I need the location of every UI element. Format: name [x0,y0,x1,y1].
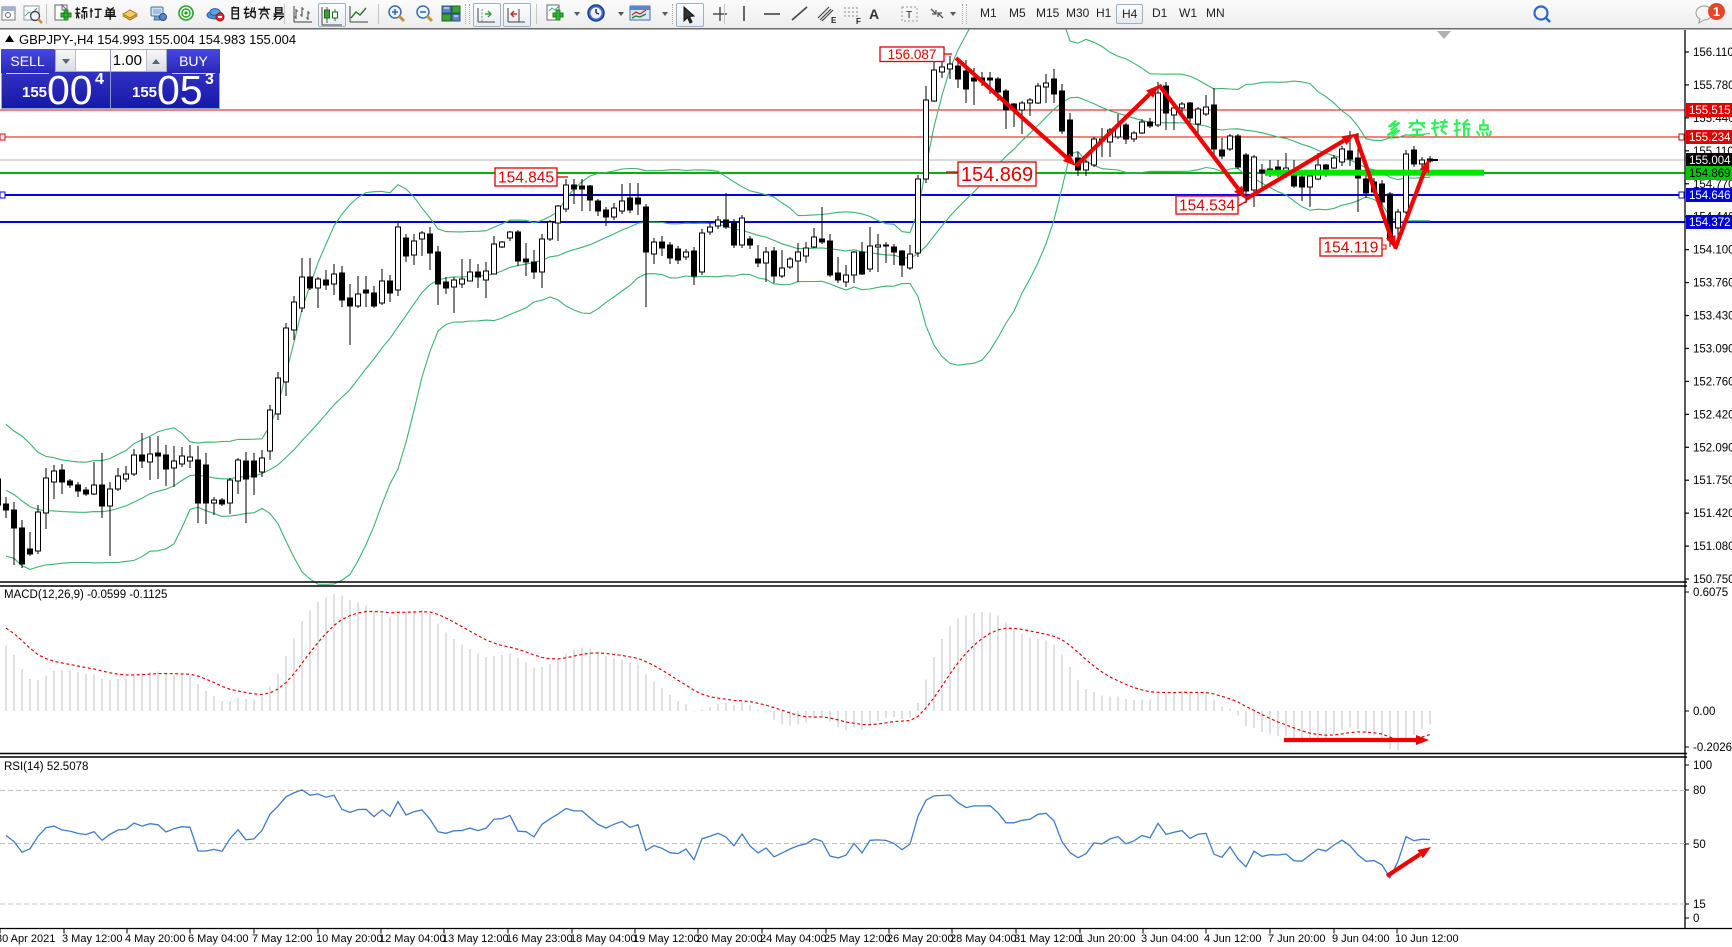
svg-text:155.515: 155.515 [1689,105,1731,117]
svg-text:150.750: 150.750 [1693,574,1732,586]
svg-text:26 May 20:00: 26 May 20:00 [887,933,954,945]
svg-text:154.869: 154.869 [1689,168,1731,180]
svg-text:153.090: 153.090 [1693,343,1732,355]
svg-text:20 May 20:00: 20 May 20:00 [696,933,763,945]
svg-text:3 May 12:00: 3 May 12:00 [62,933,123,945]
svg-text:13 May 12:00: 13 May 12:00 [442,933,509,945]
svg-text:0.00: 0.00 [1693,706,1715,718]
svg-text:152.420: 152.420 [1693,409,1732,421]
svg-text:4 Jun 12:00: 4 Jun 12:00 [1204,933,1262,945]
svg-text:F: F [856,17,861,25]
svg-text:154.869: 154.869 [961,164,1033,186]
svg-text:151.420: 151.420 [1693,508,1732,520]
svg-text:16 May 23:00: 16 May 23:00 [506,933,573,945]
svg-text:153.430: 153.430 [1693,311,1732,323]
svg-text:154.534: 154.534 [1179,198,1235,215]
svg-text:GBPJPY-,H4 154.993 155.004 15: GBPJPY-,H4 154.993 155.004 154.983 155.0… [19,32,296,47]
svg-text:9 Jun 04:00: 9 Jun 04:00 [1332,933,1390,945]
svg-text:154.845: 154.845 [498,170,554,187]
svg-text:25 May 12:00: 25 May 12:00 [824,933,891,945]
svg-text:28 May 04:00: 28 May 04:00 [950,933,1017,945]
svg-text:154.100: 154.100 [1693,245,1732,257]
svg-text:30 Apr 2021: 30 Apr 2021 [0,933,55,945]
svg-text:7 Jun 20:00: 7 Jun 20:00 [1268,933,1326,945]
svg-text:4 May 20:00: 4 May 20:00 [125,933,186,945]
svg-text:MACD(12,26,9) -0.0599 -0.1125: MACD(12,26,9) -0.0599 -0.1125 [4,589,167,601]
svg-text:10 Jun 12:00: 10 Jun 12:00 [1395,933,1459,945]
svg-text:12 May 04:00: 12 May 04:00 [379,933,446,945]
svg-text:6 May 04:00: 6 May 04:00 [188,933,249,945]
svg-text:100: 100 [1693,760,1712,772]
svg-text:0: 0 [1693,913,1699,925]
svg-text:153.760: 153.760 [1693,278,1732,290]
svg-text:154.372: 154.372 [1689,217,1731,229]
svg-text:T: T [906,10,912,21]
svg-text:154.770: 154.770 [1693,179,1732,191]
svg-text:151.750: 151.750 [1693,475,1732,487]
svg-text:156.087: 156.087 [888,47,937,62]
svg-text:155.780: 155.780 [1693,80,1732,92]
svg-text:80: 80 [1693,785,1706,797]
svg-text:155.004: 155.004 [1689,155,1731,167]
svg-text:-0.2026: -0.2026 [1693,742,1732,754]
svg-text:E: E [831,16,837,25]
svg-text:156.110: 156.110 [1693,47,1732,59]
svg-text:151.080: 151.080 [1693,541,1732,553]
svg-text:1 Jun 20:00: 1 Jun 20:00 [1078,933,1136,945]
svg-text:15: 15 [1693,899,1706,911]
svg-text:155.234: 155.234 [1689,132,1731,144]
svg-text:18 May 04:00: 18 May 04:00 [570,933,637,945]
svg-text:10 May 20:00: 10 May 20:00 [316,933,383,945]
svg-text:152.090: 152.090 [1693,442,1732,454]
svg-text:50: 50 [1693,839,1706,851]
svg-text:RSI(14) 52.5078: RSI(14) 52.5078 [4,761,88,773]
svg-text:7 May 12:00: 7 May 12:00 [252,933,313,945]
svg-text:0.6075: 0.6075 [1693,587,1728,599]
svg-text:154.119: 154.119 [1324,240,1379,257]
svg-text:3 Jun 04:00: 3 Jun 04:00 [1141,933,1199,945]
svg-text:154.646: 154.646 [1689,190,1731,202]
svg-text:19 May 12:00: 19 May 12:00 [633,933,700,945]
svg-text:152.760: 152.760 [1693,376,1732,388]
svg-text:31 May 12:00: 31 May 12:00 [1014,933,1081,945]
svg-text:24 May 04:00: 24 May 04:00 [760,933,827,945]
